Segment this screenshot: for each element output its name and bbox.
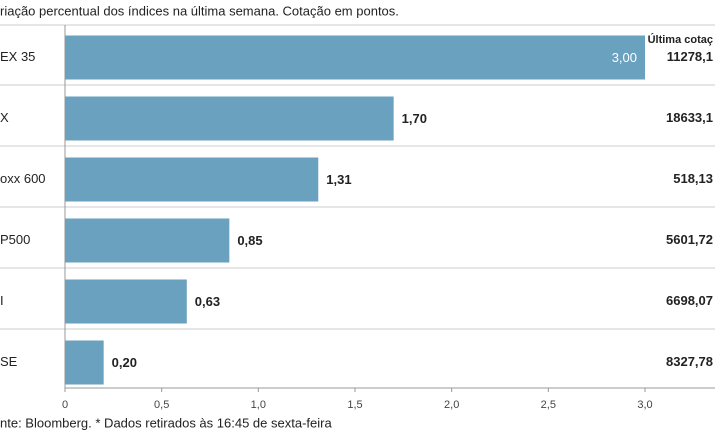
x-tick-label: 2,0 — [444, 399, 459, 411]
chart-title: riação percentual dos índices na última … — [0, 3, 399, 18]
value-label: 0,20 — [112, 355, 137, 370]
x-tick-label: 2,5 — [541, 399, 556, 411]
last-quote: 8327,78 — [666, 354, 713, 369]
category-label: EX 35 — [0, 49, 35, 64]
category-label: X — [0, 110, 9, 125]
last-quote: 11278,1 — [667, 49, 713, 64]
column-header: Última cotaç — [648, 33, 713, 46]
x-tick-label: 1,0 — [251, 399, 266, 411]
bar — [65, 157, 319, 202]
value-label: 0,85 — [237, 233, 262, 248]
source-note: nte: Bloomberg. * Dados retirados às 16:… — [0, 415, 332, 430]
value-label: 1,70 — [402, 111, 427, 126]
last-quote: 5601,72 — [666, 232, 713, 247]
last-quote: 18633,1 — [666, 110, 713, 125]
value-label: 0,63 — [195, 294, 220, 309]
category-label: P500 — [0, 232, 30, 247]
x-tick-label: 1,5 — [347, 399, 362, 411]
last-quote: 518,13 — [673, 171, 713, 186]
x-tick-label: 3,0 — [637, 399, 652, 411]
category-label: oxx 600 — [0, 171, 46, 186]
x-tick-label: 0,5 — [154, 399, 169, 411]
value-label: 1,31 — [326, 172, 351, 187]
category-label: SE — [0, 354, 18, 369]
bar — [65, 96, 394, 141]
value-label: 3,00 — [612, 50, 637, 65]
bar — [65, 218, 230, 263]
bar — [65, 340, 104, 385]
bar — [65, 35, 645, 80]
x-tick-label: 0 — [62, 399, 68, 411]
category-label: I — [0, 293, 4, 308]
bar — [65, 279, 187, 324]
last-quote: 6698,07 — [666, 293, 713, 308]
